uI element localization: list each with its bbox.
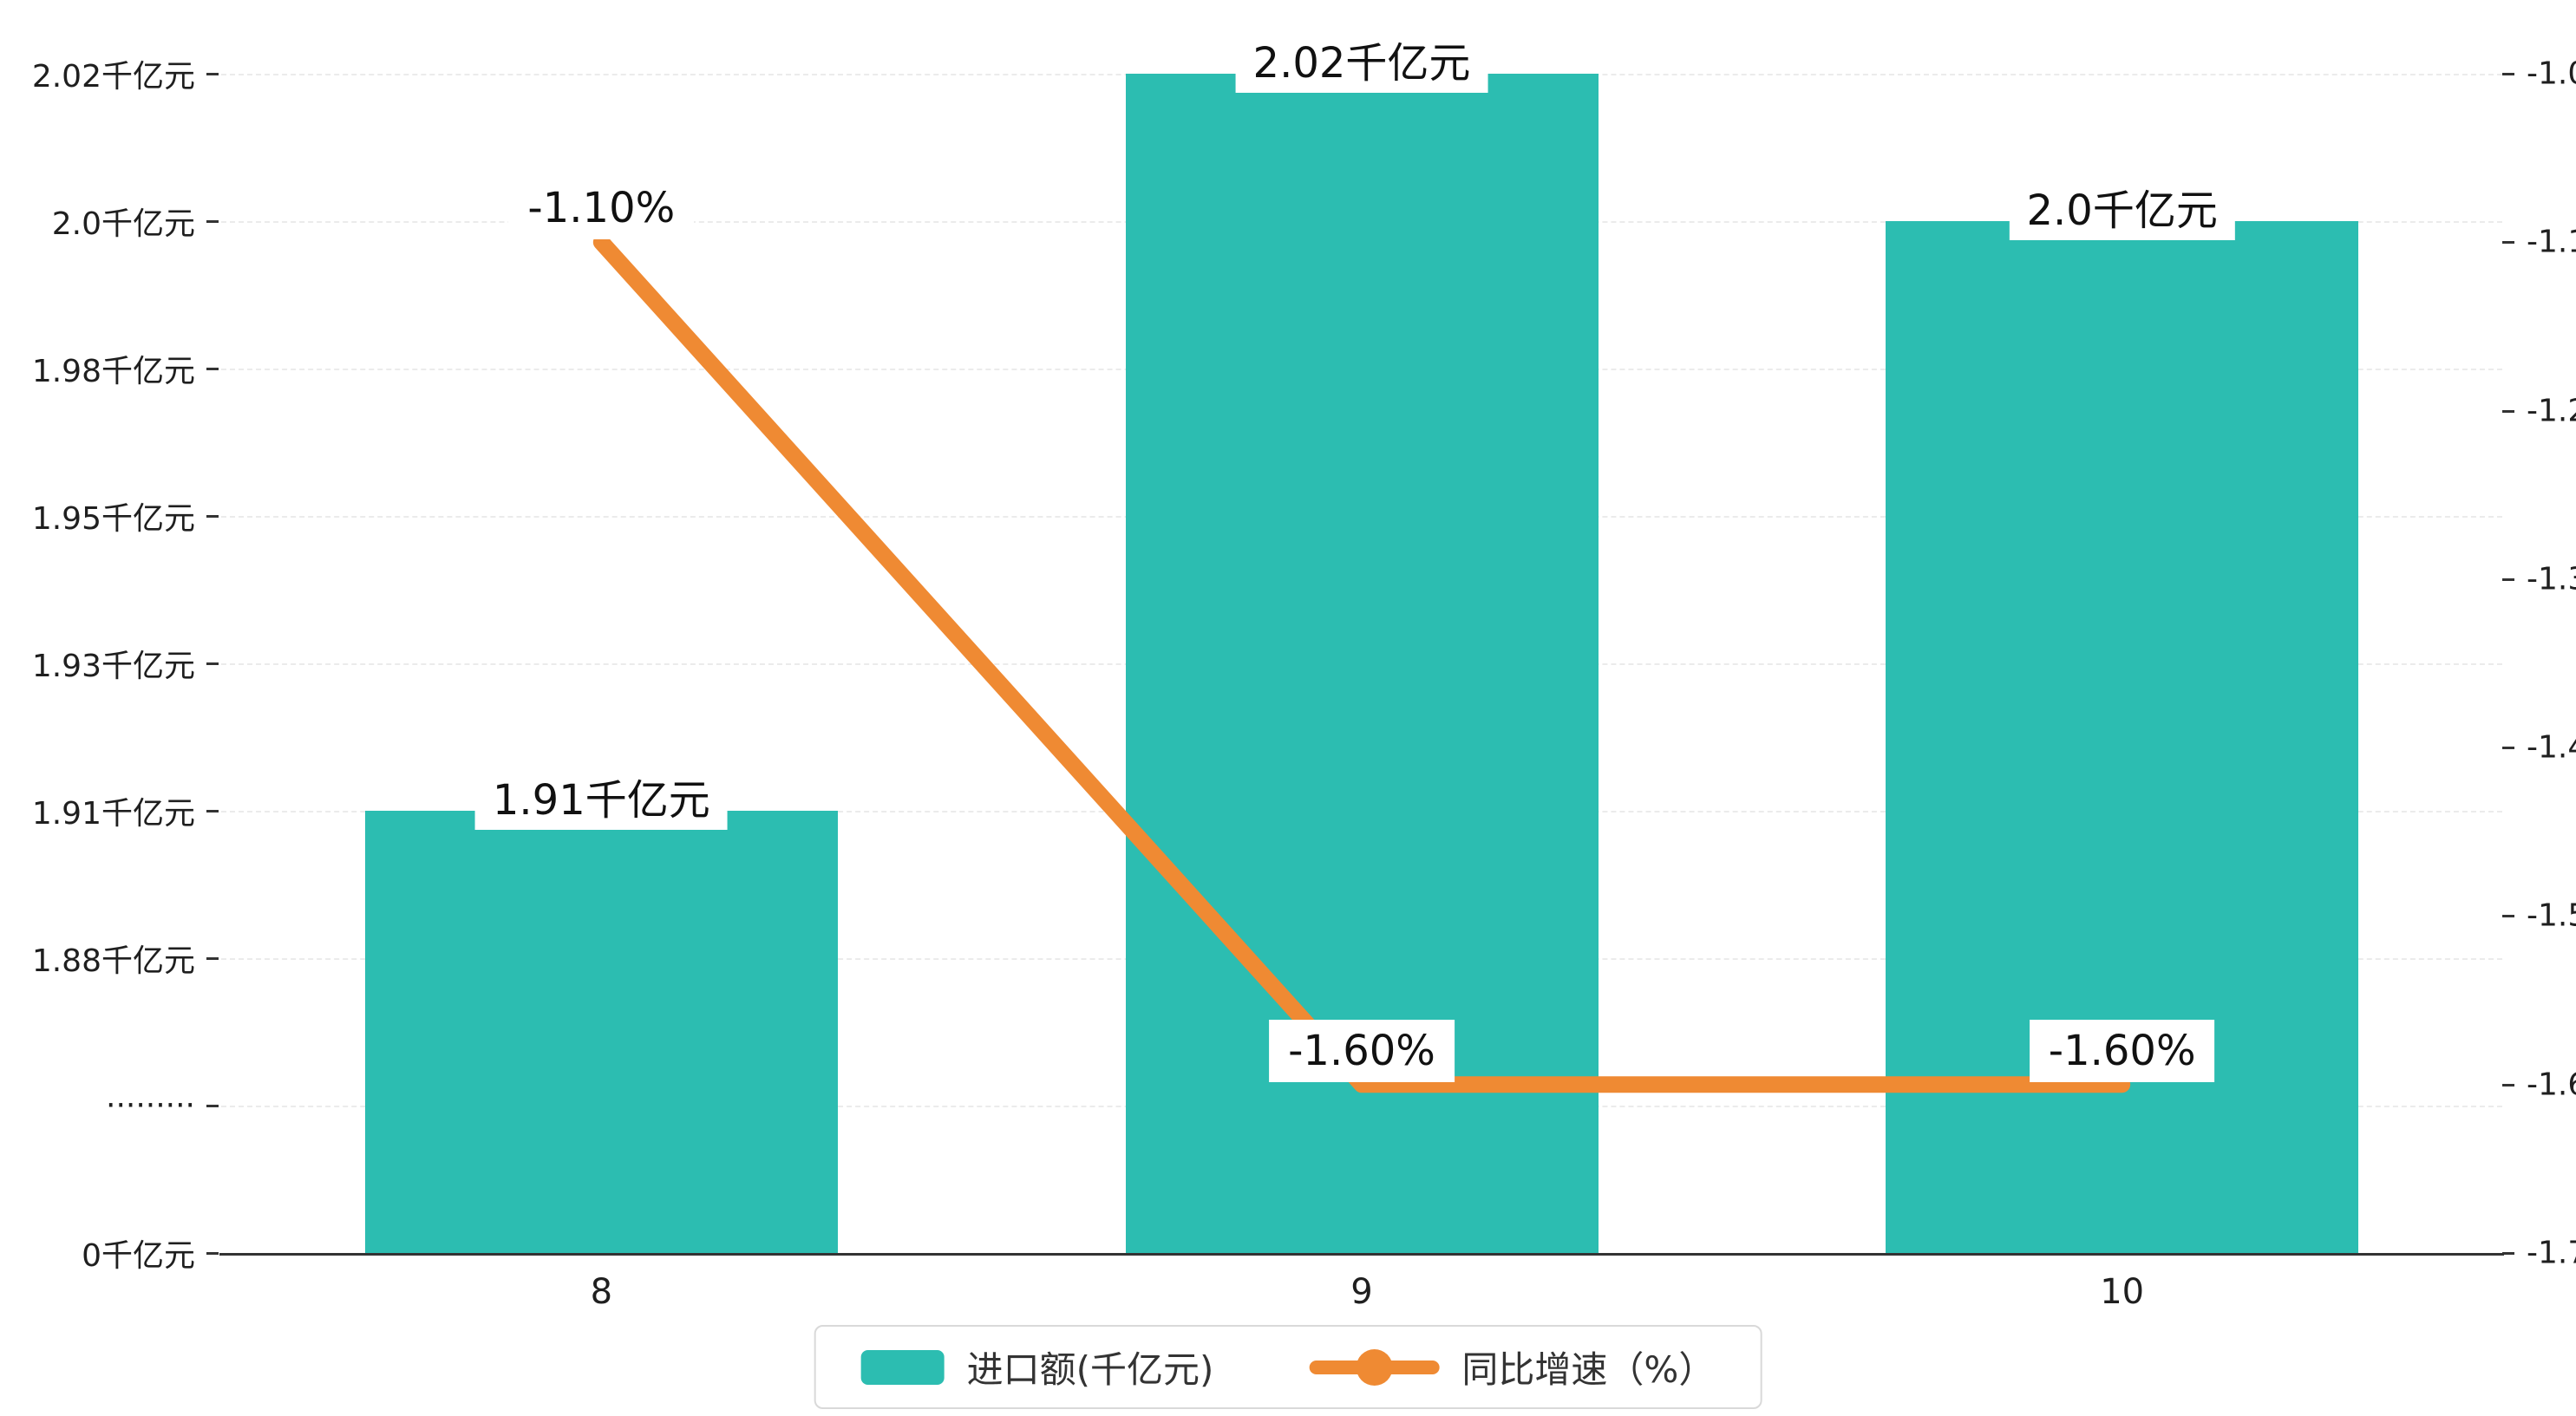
x-tick-label: 9 [1350, 1272, 1373, 1312]
right-tick-label: -1.4 [2527, 729, 2576, 766]
right-tick-label: -1.6 [2527, 1067, 2576, 1103]
right-tick-label: -1.7 [2527, 1235, 2576, 1271]
line-label-9: -1.60% [1269, 1019, 1455, 1082]
bar-swatch-icon [860, 1349, 945, 1385]
left-axis-tick [206, 957, 219, 960]
right-axis-tick [2502, 73, 2514, 75]
right-axis-tick [2502, 915, 2514, 918]
bar-label-8: 1.91千亿元 [474, 762, 728, 830]
right-axis-tick [2502, 241, 2514, 245]
legend-label-growth: 同比增速（%） [1461, 1348, 1716, 1391]
left-axis-tick [206, 1252, 219, 1255]
left-tick-label: 2.02千亿元 [31, 59, 195, 95]
line-label-8: -1.10% [508, 177, 695, 240]
legend-item-imports[interactable]: 进口额(千亿元) [860, 1341, 1214, 1393]
left-axis-tick [206, 1105, 219, 1107]
legend-label-imports: 进口额(千亿元) [966, 1348, 1214, 1391]
x-tick-label: 10 [2100, 1272, 2145, 1312]
left-tick-label: 0千亿元 [82, 1238, 195, 1274]
right-tick-label: -1.0 [2527, 55, 2576, 92]
left-tick-label: 1.93千亿元 [31, 649, 195, 684]
line-label-10: -1.60% [2029, 1019, 2215, 1082]
left-axis-tick [206, 515, 219, 518]
right-axis-tick [2502, 1083, 2514, 1086]
left-tick-label: 1.98千亿元 [31, 354, 195, 389]
legend: 进口额(千亿元) 同比增速（%） [814, 1325, 1762, 1409]
bar-label-10: 2.0千亿元 [2009, 173, 2235, 240]
right-tick-label: -1.3 [2527, 561, 2576, 597]
right-tick-label: -1.2 [2527, 393, 2576, 429]
left-tick-label: ········· [106, 1087, 195, 1124]
left-tick-label: 1.88千亿元 [31, 943, 195, 979]
left-tick-label: 1.95千亿元 [31, 501, 195, 537]
legend-item-growth[interactable]: 同比增速（%） [1309, 1341, 1715, 1393]
line-swatch-icon [1309, 1348, 1440, 1386]
bar-10 [1886, 221, 2359, 1253]
left-tick-label: 2.0千亿元 [51, 206, 195, 242]
x-axis-line [219, 1253, 2504, 1256]
right-axis-tick [2502, 409, 2514, 413]
left-axis-tick [206, 662, 219, 665]
left-axis-tick [206, 368, 219, 370]
line-dot-icon [1356, 1348, 1393, 1386]
right-tick-label: -1.5 [2527, 897, 2576, 934]
bar-label-9: 2.02千亿元 [1235, 25, 1488, 93]
left-axis-tick [206, 220, 219, 223]
left-axis-tick [206, 73, 219, 75]
left-tick-label: 1.91千亿元 [31, 796, 195, 832]
right-axis-tick [2502, 1252, 2514, 1255]
right-axis-tick [2502, 747, 2514, 750]
left-axis-tick [206, 810, 219, 812]
x-tick-label: 8 [590, 1272, 613, 1312]
right-tick-label: -1.1 [2527, 224, 2576, 260]
bar-8 [364, 811, 838, 1253]
right-axis-tick [2502, 577, 2514, 581]
